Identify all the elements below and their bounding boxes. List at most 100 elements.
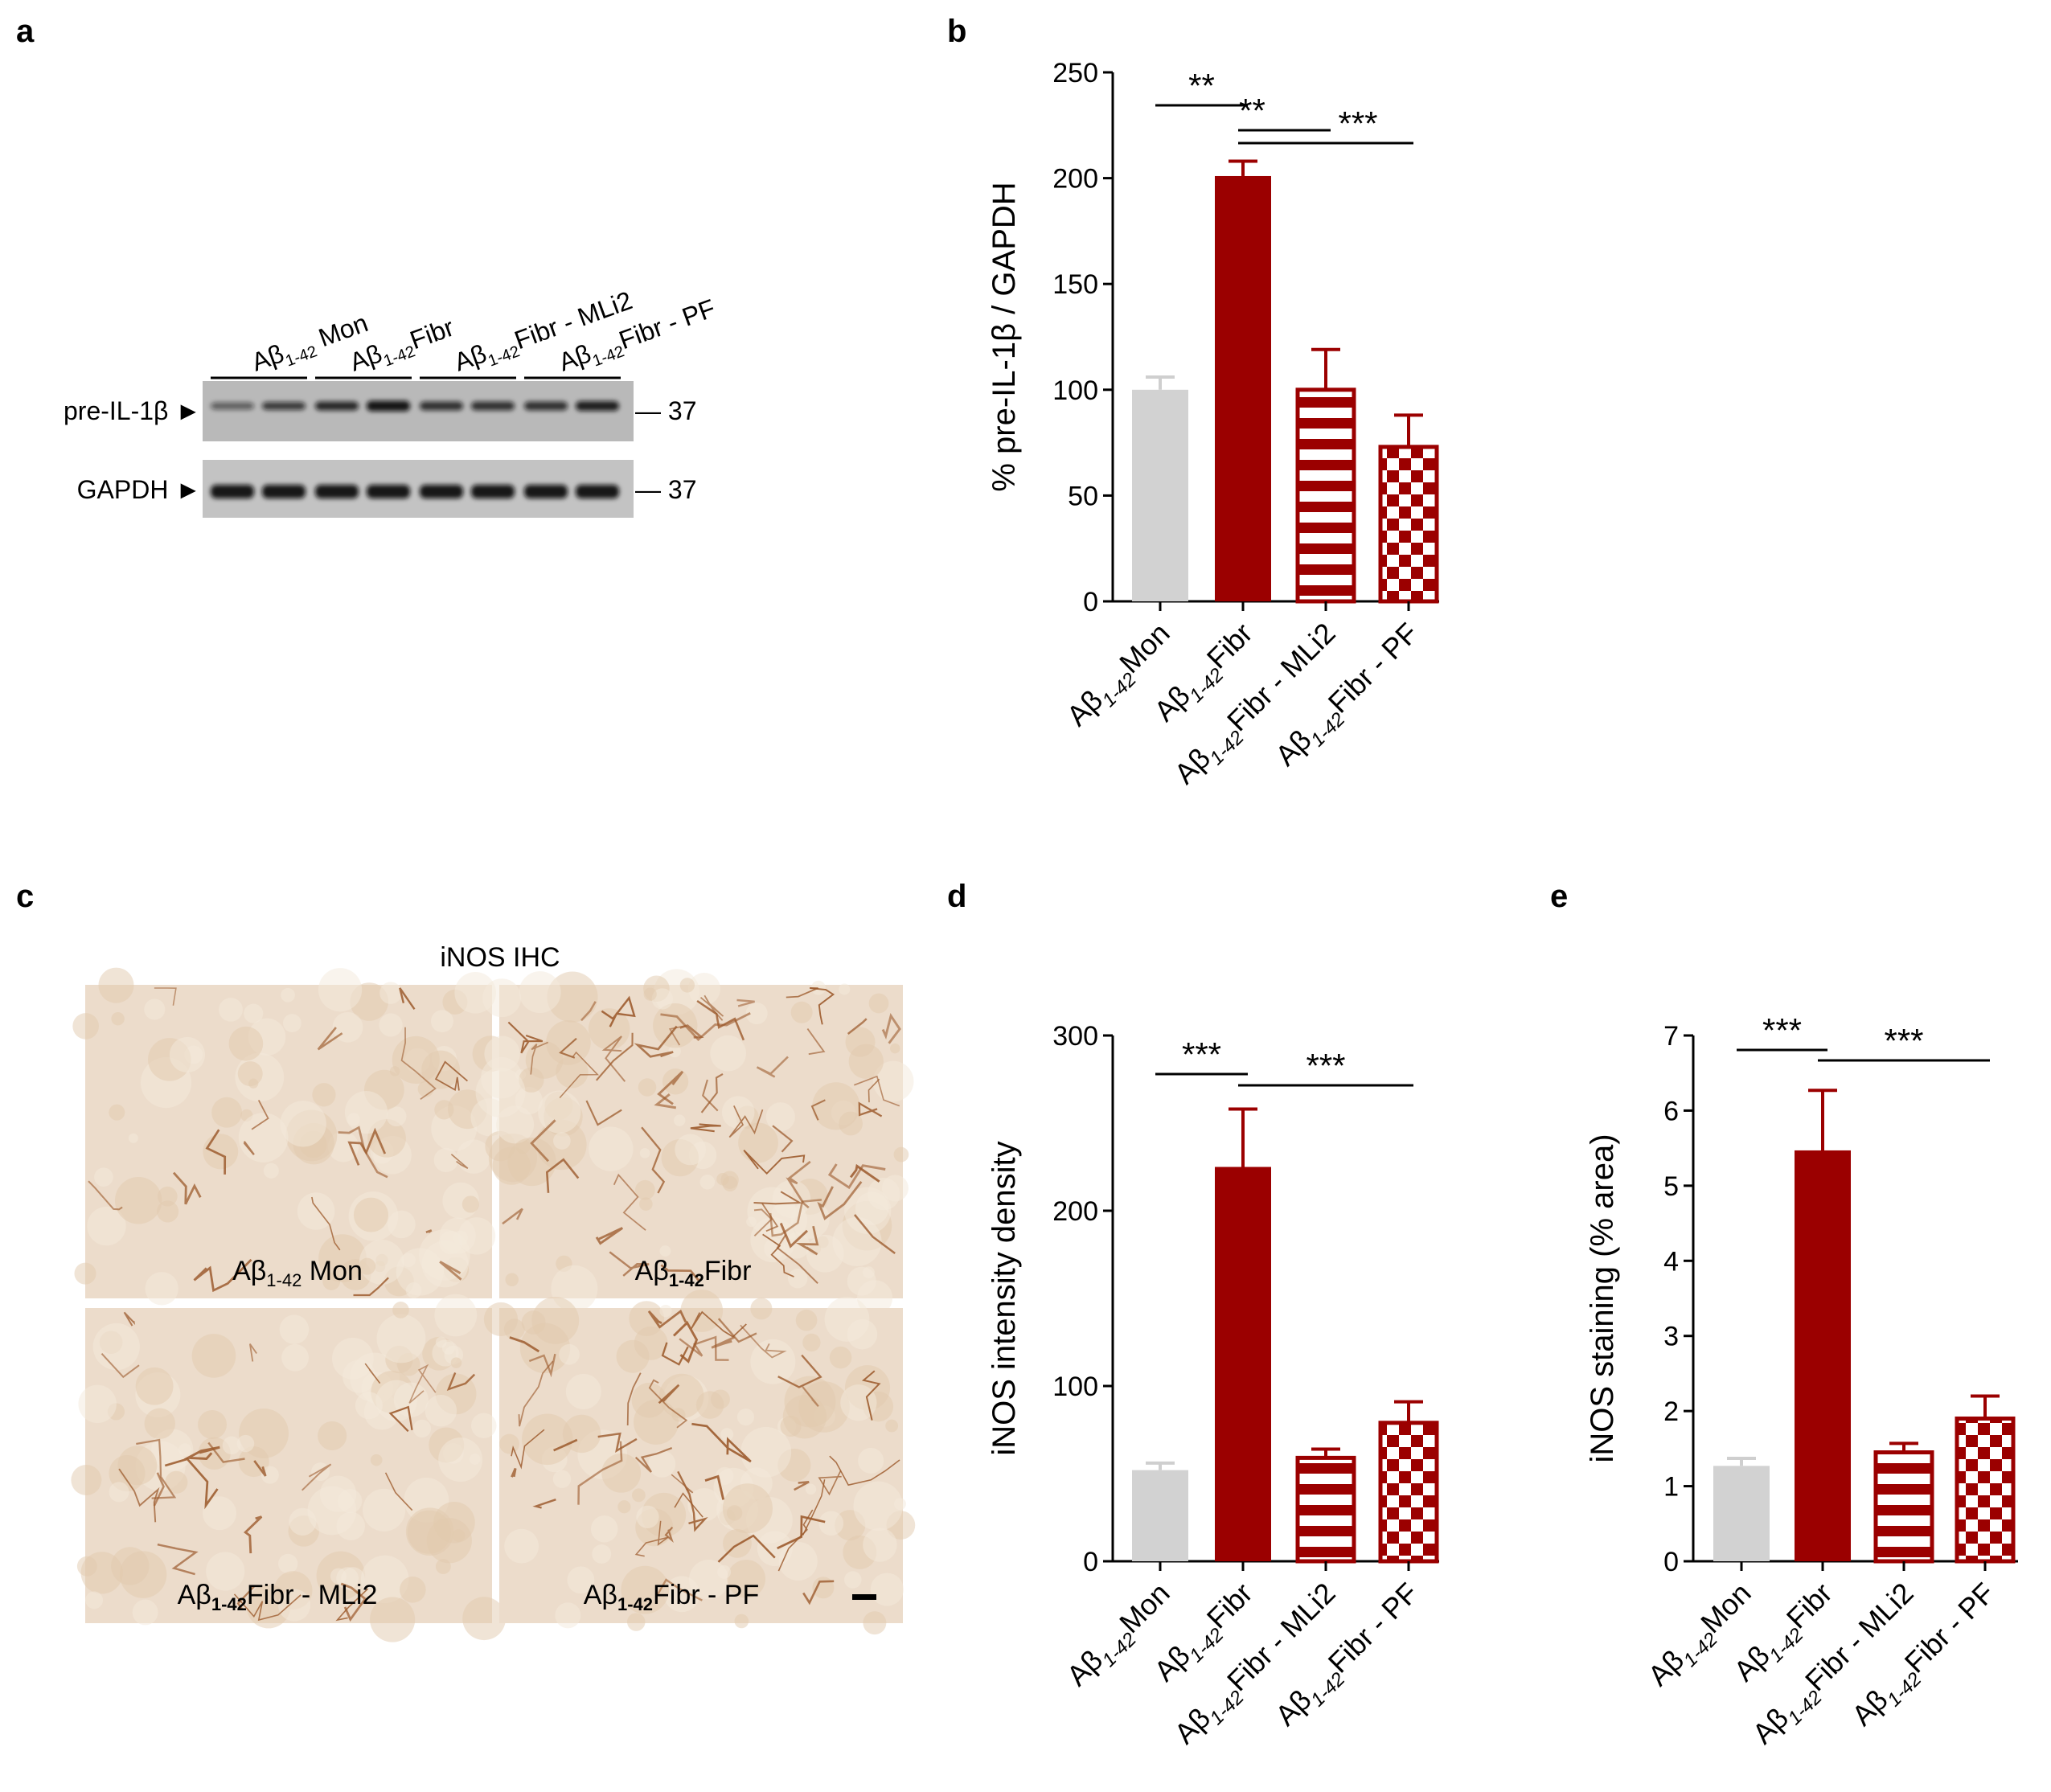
ihc-process bbox=[769, 1199, 822, 1237]
ihc-process bbox=[818, 1470, 842, 1496]
y-tick-label: 0 bbox=[1083, 587, 1098, 617]
x-tick-label: Aβ1-42Fibr - PF bbox=[1845, 1577, 2005, 1737]
ihc-process bbox=[118, 1468, 160, 1523]
significance-label: *** bbox=[1306, 1047, 1345, 1085]
ihc-texture bbox=[318, 968, 363, 1012]
ihc-process bbox=[802, 1479, 826, 1536]
ihc-texture bbox=[312, 1083, 336, 1107]
ihc-texture bbox=[504, 1528, 539, 1564]
ihc-process bbox=[532, 1499, 556, 1509]
ihc-process bbox=[553, 1438, 578, 1452]
ihc-texture bbox=[396, 1248, 445, 1296]
ihc-texture bbox=[858, 1447, 884, 1474]
ihc-process bbox=[518, 1360, 554, 1427]
ihc-process bbox=[661, 1342, 689, 1366]
ihc-process bbox=[236, 1585, 256, 1611]
ihc-texture bbox=[679, 978, 695, 993]
ihc-texture bbox=[687, 973, 721, 1006]
ihc-process bbox=[691, 1422, 752, 1463]
ihc-process bbox=[658, 1384, 680, 1404]
ihc-process bbox=[776, 1234, 818, 1285]
ihc-texture bbox=[720, 1428, 734, 1441]
ihc-texture bbox=[740, 1426, 792, 1478]
blot-row-label-gapdh: GAPDH ► bbox=[77, 475, 201, 504]
ihc-process bbox=[205, 1129, 227, 1175]
ihc-process bbox=[595, 1227, 624, 1245]
ihc-process bbox=[786, 1160, 811, 1209]
ihc-process bbox=[756, 1056, 789, 1078]
ihc-texture bbox=[191, 1334, 236, 1378]
ihc-texture bbox=[370, 1454, 383, 1466]
blot-marker-gapdh: — 37 bbox=[635, 475, 696, 504]
ihc-process bbox=[854, 1075, 900, 1107]
ihc-texture bbox=[72, 1013, 99, 1040]
ihc-texture bbox=[658, 1373, 704, 1419]
ihc-texture bbox=[109, 1104, 125, 1121]
ihc-texture bbox=[430, 1010, 453, 1033]
ihc-texture bbox=[590, 1515, 618, 1543]
ihc-process bbox=[854, 1214, 896, 1255]
ihc-texture bbox=[638, 1078, 657, 1097]
ihc-texture bbox=[556, 1056, 589, 1089]
ihc-texture bbox=[810, 980, 826, 995]
y-tick-label: 4 bbox=[1663, 1246, 1679, 1277]
ihc-texture bbox=[119, 1551, 167, 1598]
ihc-texture bbox=[832, 1216, 882, 1267]
ihc-texture bbox=[547, 971, 598, 1023]
ihc-process bbox=[528, 1353, 556, 1378]
ihc-texture bbox=[750, 1298, 773, 1320]
ihc-process bbox=[601, 995, 636, 1027]
y-tick-label: 0 bbox=[1663, 1547, 1679, 1577]
ihc-process bbox=[340, 1582, 367, 1622]
ihc-process bbox=[868, 1078, 880, 1103]
ihc-texture bbox=[379, 1013, 403, 1037]
ihc-texture bbox=[434, 1100, 454, 1120]
y-tick-label: 3 bbox=[1663, 1322, 1679, 1352]
blot-lane-labels: Aβ1-42 Mon Aβ1-42Fibr Aβ1-42Fibr - MLi2 … bbox=[248, 285, 719, 376]
ihc-texture bbox=[109, 1482, 129, 1503]
panel-letter-c: c bbox=[16, 879, 34, 914]
ihc-texture bbox=[117, 1445, 158, 1486]
ihc-texture bbox=[475, 1067, 526, 1117]
ihc-process bbox=[425, 1229, 433, 1233]
ihc-process bbox=[634, 1025, 678, 1058]
ihc-label-mon: Aβ1-42 Mon bbox=[232, 1256, 363, 1290]
significance-label: ** bbox=[1188, 67, 1215, 105]
ihc-texture bbox=[757, 1531, 793, 1567]
ihc-process bbox=[817, 1181, 863, 1220]
ihc-texture bbox=[178, 1443, 191, 1457]
ihc-process bbox=[136, 1438, 177, 1499]
ihc-process bbox=[657, 1070, 684, 1105]
y-tick-label: 200 bbox=[1052, 1196, 1098, 1227]
ihc-texture bbox=[376, 1314, 426, 1363]
ihc-texture bbox=[631, 1488, 646, 1503]
ihc-texture bbox=[780, 1415, 802, 1437]
ihc-texture bbox=[482, 978, 522, 1018]
ihc-process bbox=[810, 1099, 826, 1121]
ihc-process bbox=[647, 1309, 687, 1329]
ihc-texture bbox=[567, 1566, 595, 1594]
ihc-texture bbox=[211, 1097, 243, 1128]
panel-letter-a: a bbox=[16, 14, 35, 49]
ihc-process bbox=[671, 1474, 694, 1494]
ihc-process bbox=[502, 1208, 523, 1225]
ihc-texture bbox=[531, 1297, 580, 1344]
ihc-texture bbox=[673, 1114, 686, 1126]
ihc-texture bbox=[405, 1282, 422, 1298]
ihc-texture bbox=[222, 1436, 241, 1455]
ihc-process bbox=[762, 1233, 794, 1277]
ihc-texture bbox=[829, 1346, 852, 1369]
ihc-process bbox=[559, 1037, 577, 1059]
y-tick-label: 50 bbox=[1068, 481, 1098, 511]
ihc-texture bbox=[716, 1172, 729, 1186]
scale-bar bbox=[852, 1594, 876, 1600]
ihc-process bbox=[408, 1363, 437, 1404]
ihc-process bbox=[248, 1343, 257, 1362]
ihc-process bbox=[123, 1311, 136, 1327]
ihc-process bbox=[679, 1024, 704, 1039]
ihc-process bbox=[664, 1526, 674, 1543]
ihc-texture bbox=[128, 1133, 138, 1143]
ihc-texture bbox=[470, 1413, 497, 1439]
ihc-texture bbox=[634, 1326, 668, 1360]
blot-band-gapdh bbox=[524, 485, 568, 498]
